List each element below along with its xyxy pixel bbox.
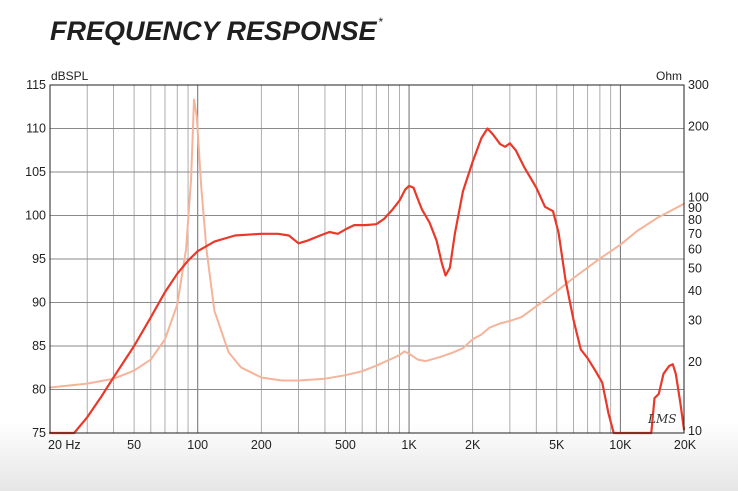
- y-left-tick-label: 115: [26, 78, 46, 92]
- tick-labels: 20 Hz 50 100 200 500 1K 2K 5K 10K 20K 75 80 85 90 95 10…: [25, 78, 709, 452]
- y-left-tick-label: 100: [25, 209, 46, 223]
- plot-frame: [49, 84, 685, 434]
- y-right-tick-label: 40: [688, 284, 702, 298]
- y-axis-left-label: dBSPL: [51, 69, 89, 83]
- y-left-tick-label: 75: [32, 426, 46, 440]
- y-right-tick-label: 300: [688, 78, 709, 92]
- y-right-tick-label: 90: [688, 201, 702, 215]
- chart-title: FREQUENCY RESPONSE: [50, 16, 378, 46]
- y-left-tick-label: 95: [32, 252, 46, 266]
- x-tick-label: 200: [251, 438, 272, 452]
- x-tick-label: 50: [127, 438, 141, 452]
- y-left-tick-label: 85: [32, 339, 46, 353]
- series-layer: [48, 98, 686, 435]
- y-right-tick-label: 20: [688, 355, 702, 369]
- grid: [49, 84, 685, 434]
- y-left-tick-label: 90: [32, 296, 46, 310]
- y-axis-right-label: Ohm: [656, 69, 682, 83]
- chart-title-footnote-mark: *: [379, 15, 384, 29]
- x-tick-label: 100: [187, 438, 208, 452]
- y-right-tick-label: 30: [688, 314, 702, 328]
- y-left-tick-label: 110: [26, 122, 46, 136]
- y-right-tick-label: 50: [688, 261, 702, 275]
- y-right-tick-label: 200: [688, 119, 709, 133]
- lms-logo: LMS: [647, 412, 676, 426]
- x-tick-label: 20K: [674, 438, 697, 452]
- x-tick-label: 5K: [549, 438, 565, 452]
- y-right-tick-label: 60: [688, 243, 702, 257]
- x-tick-label: 1K: [401, 438, 417, 452]
- impedance-line: [49, 98, 685, 389]
- x-tick-label: 20 Hz: [48, 438, 81, 452]
- y-right-tick-label: 80: [688, 213, 702, 227]
- y-left-tick-label: 80: [32, 383, 46, 397]
- y-right-tick-label: 100: [688, 190, 709, 204]
- y-left-tick-label: 105: [25, 165, 46, 179]
- y-right-tick-label: 70: [688, 227, 702, 241]
- x-tick-label: 2K: [465, 438, 481, 452]
- spl-response-line: [48, 127, 686, 435]
- x-tick-label: 10K: [609, 438, 632, 452]
- x-tick-label: 500: [335, 438, 356, 452]
- y-right-tick-label: 10: [688, 424, 702, 438]
